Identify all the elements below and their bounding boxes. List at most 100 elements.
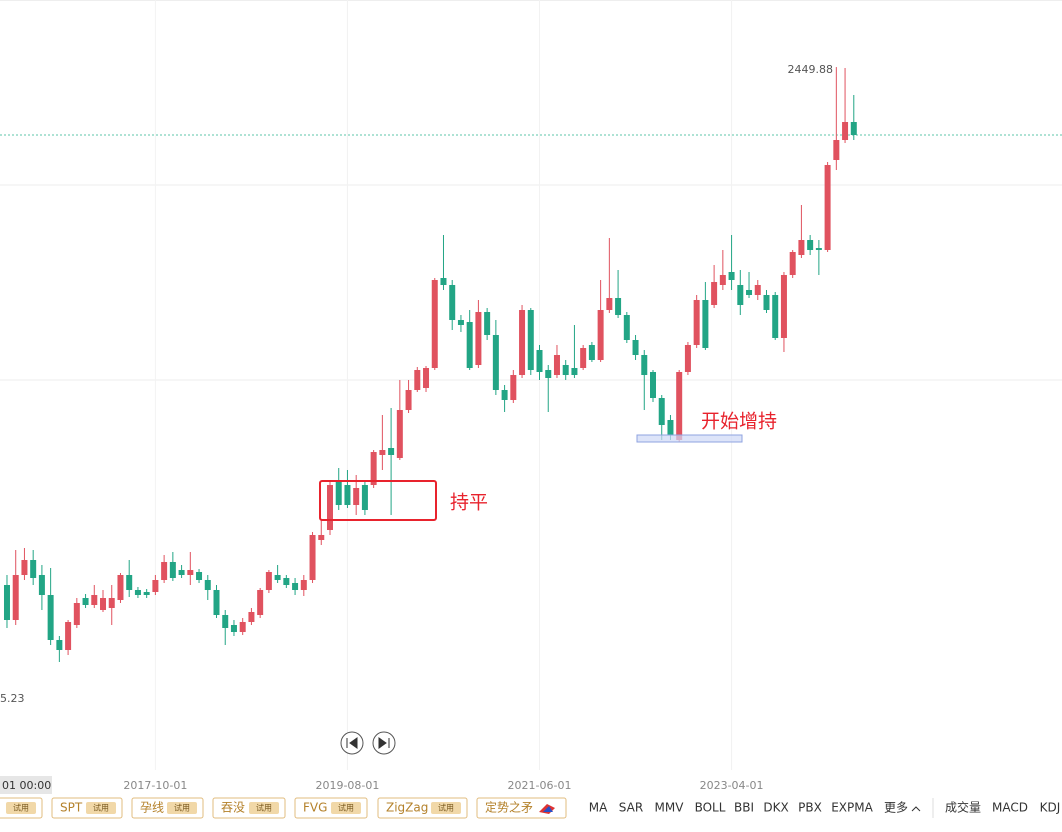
indicator[interactable]: SAR <box>619 801 643 815</box>
candle-body <box>353 488 360 505</box>
annotation-box <box>636 434 743 443</box>
crosshair-label: 01 00:00 <box>2 779 51 792</box>
candle-body <box>667 420 674 435</box>
candle-body <box>562 365 569 375</box>
candle-body <box>21 560 28 575</box>
candle-body <box>56 640 63 650</box>
candle-body <box>239 622 246 632</box>
annotation-text: 开始增持 <box>701 411 777 433</box>
candle-body <box>73 603 80 625</box>
sub-indicator[interactable]: KDJ <box>1040 801 1061 815</box>
candle-body <box>641 355 648 375</box>
indicator[interactable]: PBX <box>798 801 822 815</box>
pattern-button[interactable] <box>476 797 567 819</box>
candle-body <box>650 372 657 398</box>
candle-body <box>466 322 473 368</box>
trial-badge-text: 试用 <box>338 803 354 813</box>
candle-body <box>484 312 491 335</box>
candle-body <box>117 575 124 600</box>
candle-body <box>196 572 203 580</box>
candle-body <box>431 280 438 368</box>
trial-badge <box>167 802 197 814</box>
candle-body <box>719 275 726 285</box>
candle-body <box>449 285 456 320</box>
candle-body <box>318 535 325 540</box>
candle-body <box>763 295 770 310</box>
candle-body <box>257 590 264 615</box>
candle-body <box>754 285 761 295</box>
candle-body <box>12 575 19 620</box>
candle-body <box>292 583 299 590</box>
x-tick-label: 2023-04-01 <box>700 779 764 792</box>
candle-body <box>807 240 814 250</box>
pattern-button-label: ZigZag <box>386 801 428 815</box>
candle-body <box>580 348 587 368</box>
candle-body <box>178 570 185 575</box>
candle-body <box>283 578 290 585</box>
candle-body <box>632 340 639 355</box>
indicator[interactable]: BOLL <box>695 801 726 815</box>
trial-badge-text: 试用 <box>256 803 272 813</box>
candle-body <box>65 622 72 650</box>
candle-body <box>501 390 508 400</box>
annotation-box <box>319 480 437 521</box>
indicator[interactable]: MA <box>589 801 608 815</box>
candle-body <box>108 598 115 608</box>
candle-body <box>134 590 141 595</box>
candle-body <box>414 370 421 390</box>
candle-body <box>213 590 220 615</box>
trial-badge-text: 试用 <box>13 803 29 813</box>
candle-body <box>510 375 517 400</box>
pattern-button-label: 吞没 <box>221 800 245 815</box>
candle-body <box>440 278 447 285</box>
candle-body <box>30 560 37 578</box>
candle-body <box>815 248 822 250</box>
indicator[interactable]: DKX <box>763 801 788 815</box>
candle-body <box>361 485 368 510</box>
sub-indicator[interactable]: 成交量 <box>945 800 981 815</box>
replay-back[interactable] <box>340 731 364 755</box>
candle-body <box>230 625 237 632</box>
x-tick-label: 2019-08-01 <box>315 779 379 792</box>
candle-body <box>597 310 604 360</box>
candle-body <box>492 335 499 390</box>
candle-body <box>423 368 430 388</box>
indicator[interactable]: BBI <box>734 801 754 815</box>
low-label: 5.23 <box>0 692 25 705</box>
candle-body <box>798 240 805 255</box>
candle-body <box>746 290 753 295</box>
indicator[interactable]: 更多 <box>884 801 908 815</box>
replay-forward[interactable] <box>372 731 396 755</box>
spear-icon <box>543 806 553 812</box>
candle-body <box>3 585 10 620</box>
high-label: 2449.88 <box>788 63 834 76</box>
candle-body <box>684 345 691 372</box>
candle-body <box>833 140 840 160</box>
candle-body <box>606 298 613 310</box>
trial-badge <box>249 802 279 814</box>
candle-body <box>265 572 272 590</box>
candle-body <box>737 285 744 305</box>
trial-badge <box>86 802 116 814</box>
candle-body <box>344 485 351 505</box>
candle-body <box>519 310 526 375</box>
indicator[interactable]: MMV <box>655 801 685 815</box>
candle-body <box>842 122 849 140</box>
candle-body <box>82 598 89 605</box>
candle-body <box>676 372 683 440</box>
pattern-button-label: 孕线 <box>140 801 164 815</box>
candle-body <box>161 562 168 580</box>
candle-body <box>152 580 159 592</box>
indicator[interactable]: EXPMA <box>831 801 873 815</box>
sub-indicator[interactable]: MACD <box>992 801 1028 815</box>
candle-body <box>100 598 107 610</box>
candle-body <box>187 570 194 575</box>
candle-body <box>38 575 45 595</box>
candle-body <box>545 370 552 378</box>
candle-body <box>702 300 709 348</box>
candle-body <box>693 300 700 345</box>
candle-body <box>658 398 665 425</box>
candle-body <box>571 368 578 375</box>
candle-body <box>335 482 342 505</box>
candle-body <box>300 580 307 590</box>
